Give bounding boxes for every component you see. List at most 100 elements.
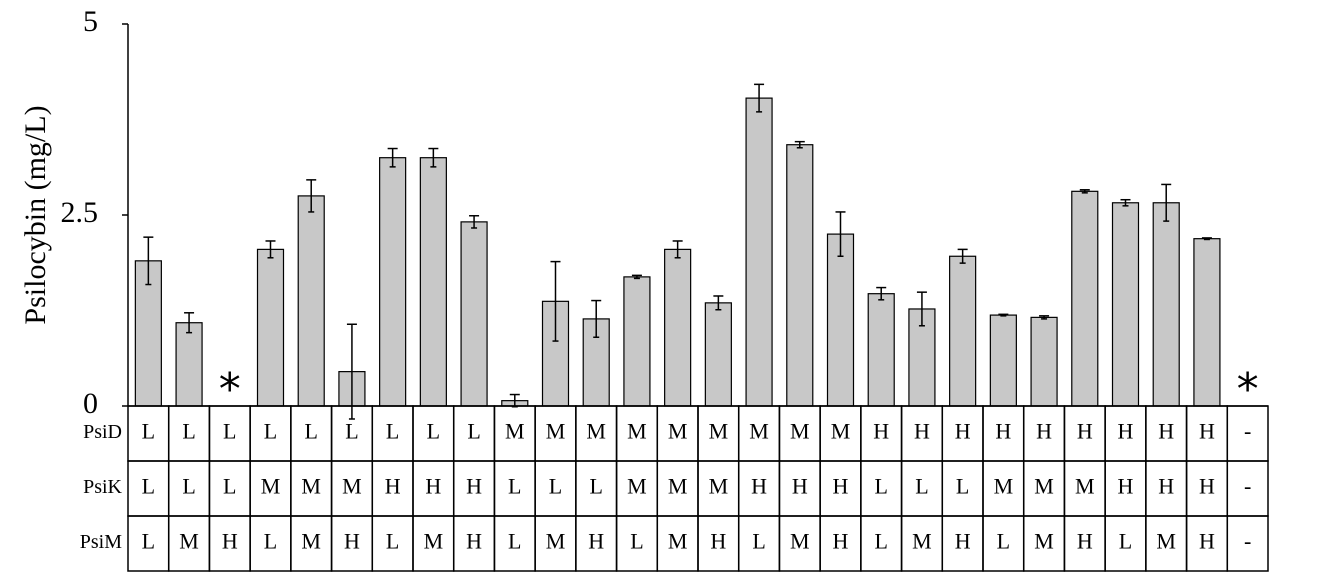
- cell-text: H: [385, 474, 401, 499]
- annotation: *: [1237, 364, 1259, 415]
- cell-text: L: [182, 474, 195, 499]
- cell-text: M: [1156, 529, 1176, 554]
- cell-text: H: [792, 474, 808, 499]
- cell-text: H: [710, 529, 726, 554]
- cell-text: L: [386, 419, 399, 444]
- cell-text: H: [1036, 419, 1052, 444]
- bar: [297, 195, 325, 407]
- cell-text: M: [546, 529, 566, 554]
- cell-text: H: [425, 474, 441, 499]
- cell-text: H: [1077, 529, 1093, 554]
- annotation: *: [219, 364, 241, 415]
- error-bar: [346, 323, 357, 420]
- error-bar: [387, 147, 398, 168]
- y-tick-label: 5: [83, 5, 98, 38]
- cell-text: M: [749, 419, 769, 444]
- error-bar: [1039, 315, 1050, 320]
- cell-text: L: [1119, 529, 1132, 554]
- cell-text: L: [589, 474, 602, 499]
- cell-text: L: [467, 419, 480, 444]
- cell-text: L: [182, 419, 195, 444]
- error-bar: [916, 291, 927, 327]
- cell-text: H: [1199, 474, 1215, 499]
- cell-text: L: [223, 419, 236, 444]
- cell-text: L: [630, 529, 643, 554]
- cell-text: M: [261, 474, 281, 499]
- cell-text: M: [1034, 474, 1054, 499]
- cell-text: M: [627, 474, 647, 499]
- cell-text: -: [1244, 529, 1251, 554]
- cell-text: L: [997, 529, 1010, 554]
- cell-text: M: [424, 529, 444, 554]
- cell-text: H: [1118, 419, 1134, 444]
- cell-text: H: [751, 474, 767, 499]
- bar: [989, 314, 1017, 407]
- cell-text: M: [668, 419, 688, 444]
- cell-text: H: [1199, 419, 1215, 444]
- error-bar: [509, 393, 520, 408]
- cell-text: M: [668, 474, 688, 499]
- error-bar: [835, 211, 846, 258]
- error-bar: [550, 260, 561, 342]
- cell-text: M: [1075, 474, 1095, 499]
- cell-text: M: [831, 419, 851, 444]
- bar: [826, 233, 855, 407]
- bar: [1152, 202, 1180, 407]
- cell-text: -: [1244, 474, 1251, 499]
- cell-text: H: [344, 529, 360, 554]
- cell-text: M: [912, 529, 932, 554]
- row-label: PsiK: [83, 476, 122, 498]
- cell-text: H: [466, 474, 482, 499]
- cell-text: L: [345, 419, 358, 444]
- error-bar: [265, 240, 276, 259]
- bar: [704, 302, 732, 407]
- bar: [867, 293, 895, 407]
- cell-text: M: [342, 474, 362, 499]
- cell-text: L: [142, 419, 155, 444]
- cell-text: L: [386, 529, 399, 554]
- cell-text: L: [142, 529, 155, 554]
- cell-text: H: [1118, 474, 1134, 499]
- cell-text: L: [264, 419, 277, 444]
- cell-text: H: [955, 529, 971, 554]
- cell-text: M: [1034, 529, 1054, 554]
- error-bar: [143, 236, 154, 286]
- cell-text: L: [874, 474, 887, 499]
- cell-text: M: [301, 474, 321, 499]
- row-label: PsiD: [83, 421, 122, 443]
- cell-text: M: [790, 529, 810, 554]
- error-bar: [1120, 198, 1131, 207]
- error-bar: [713, 295, 724, 311]
- error-bar: [1161, 183, 1172, 222]
- cell-text: L: [264, 529, 277, 554]
- bar: [175, 322, 203, 407]
- cell-text: L: [223, 474, 236, 499]
- cell-text: H: [588, 529, 604, 554]
- cell-text: M: [994, 474, 1014, 499]
- cell-text: M: [668, 529, 688, 554]
- cell-text: L: [956, 474, 969, 499]
- cell-text: M: [790, 419, 810, 444]
- y-axis-label: Psilocybin (mg/L): [19, 105, 52, 324]
- cell-text: H: [914, 419, 930, 444]
- cell-text: M: [586, 419, 606, 444]
- cell-text: L: [874, 529, 887, 554]
- cell-text: L: [508, 529, 521, 554]
- cell-text: L: [142, 474, 155, 499]
- cell-text: H: [955, 419, 971, 444]
- cell-text: H: [995, 419, 1011, 444]
- cell-text: M: [546, 419, 566, 444]
- error-bar: [306, 179, 317, 213]
- cell-text: H: [466, 529, 482, 554]
- bar: [1193, 238, 1221, 407]
- bar: [786, 144, 814, 407]
- bar: [419, 157, 447, 407]
- error-bar: [184, 312, 195, 334]
- error-bar: [1079, 189, 1090, 194]
- cell-text: M: [709, 419, 729, 444]
- error-bar: [957, 248, 968, 264]
- bar: [1030, 316, 1058, 407]
- cell-text: H: [833, 529, 849, 554]
- cell-text: L: [915, 474, 928, 499]
